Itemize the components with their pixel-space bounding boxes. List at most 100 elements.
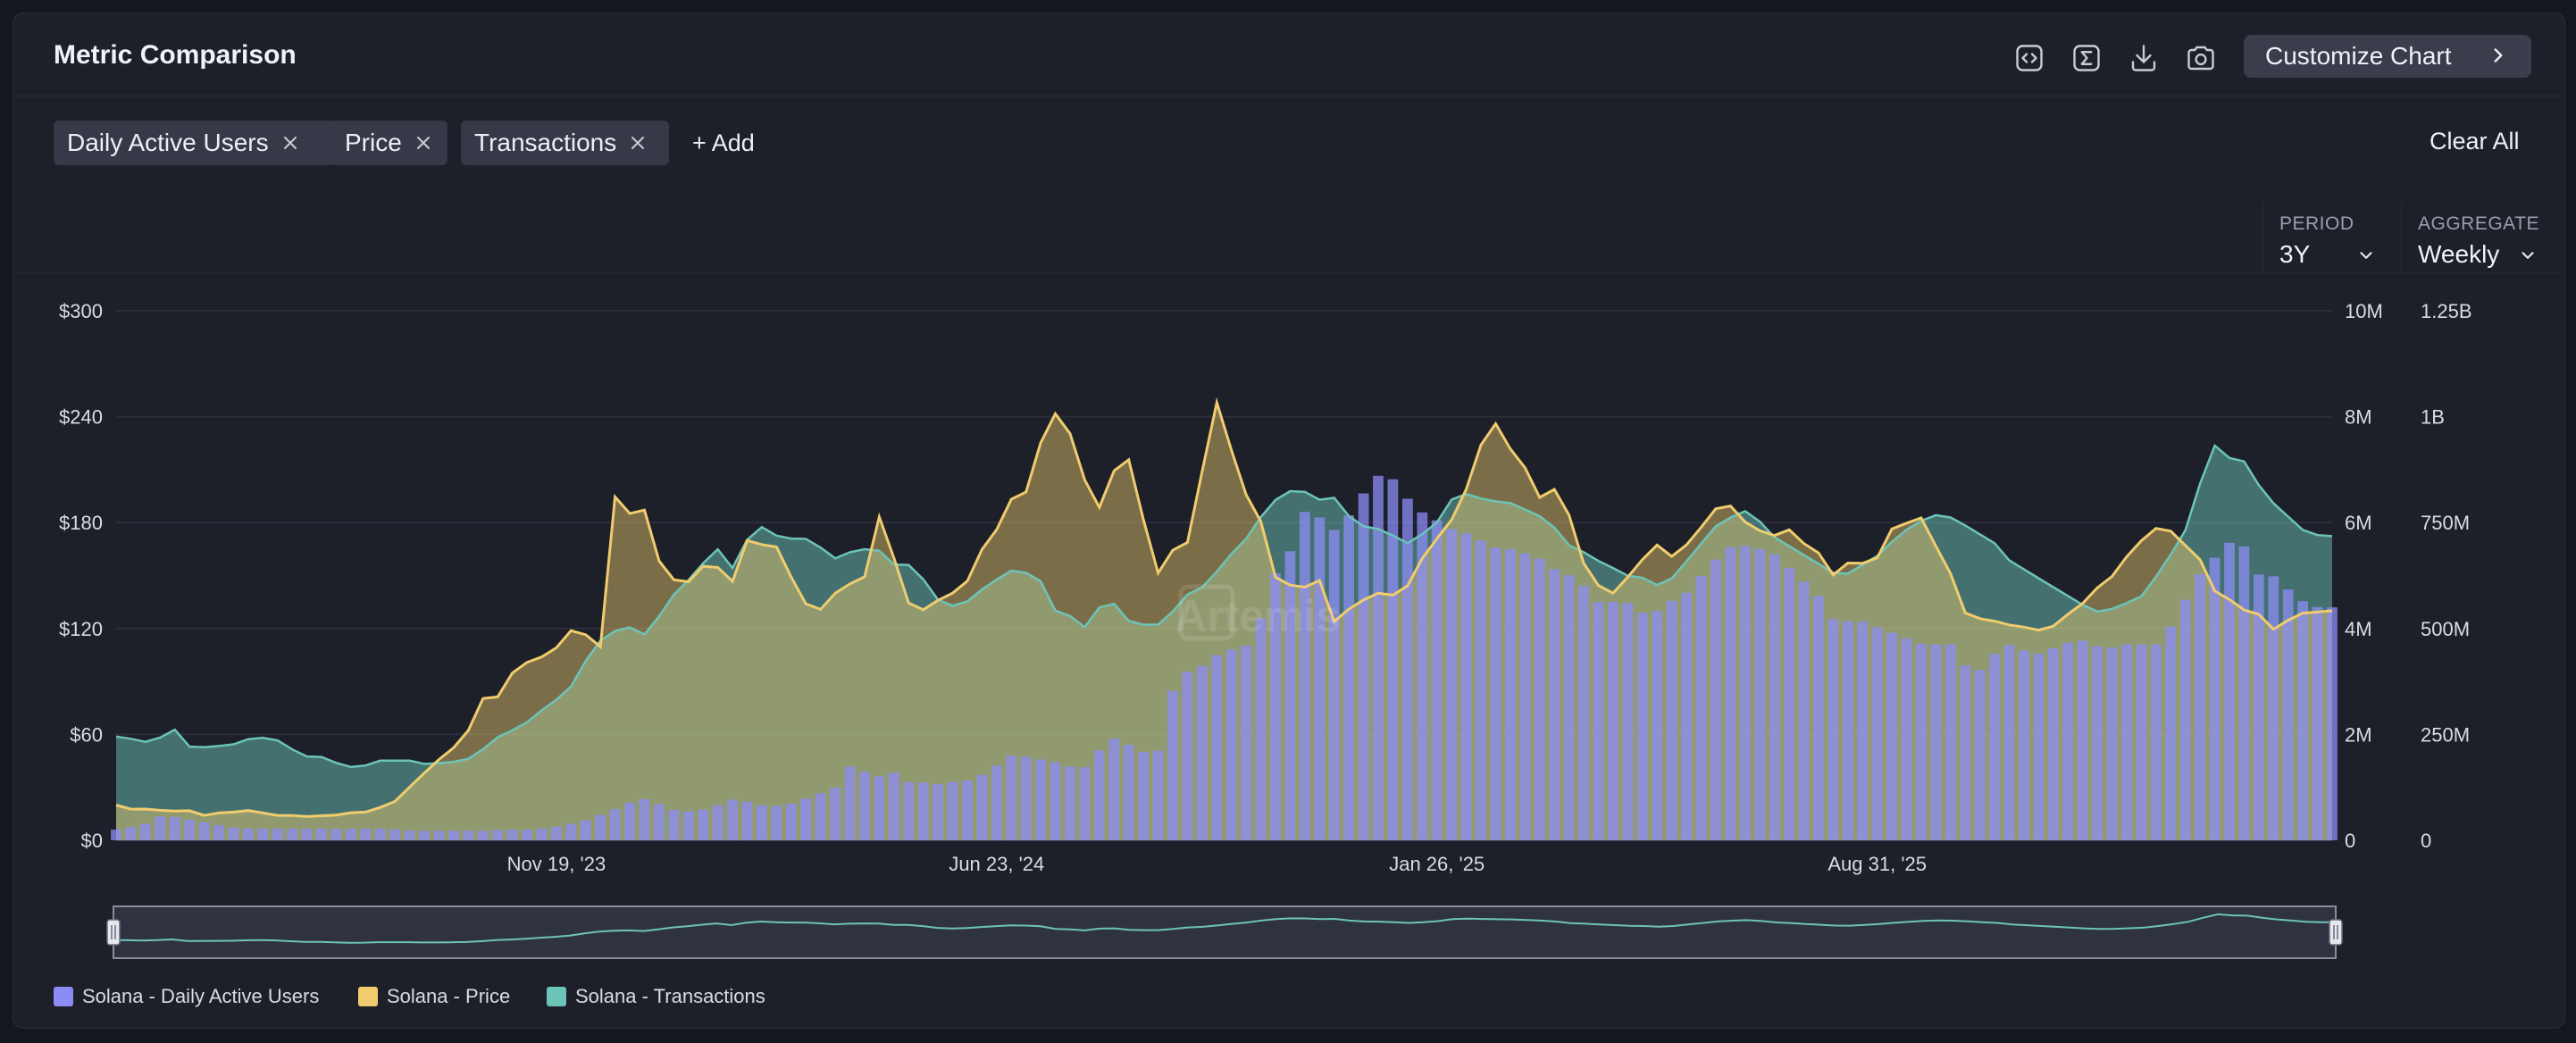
dau-bar: [682, 811, 694, 840]
legend-item-transactions[interactable]: Solana - Transactions: [547, 985, 765, 1008]
dau-bar: [1255, 618, 1267, 840]
dau-bar: [1138, 751, 1149, 840]
remove-chip-icon[interactable]: [414, 134, 432, 152]
dau-bar: [1695, 576, 1707, 840]
y-tick-label-right-secondary: 250M: [2421, 723, 2470, 746]
y-tick-label-right: 6M: [2345, 512, 2372, 534]
legend-item-price[interactable]: Solana - Price: [358, 985, 510, 1008]
dau-bar: [1020, 756, 1032, 840]
dau-bar: [1373, 475, 1384, 840]
dau-bar: [785, 804, 797, 840]
dau-bar: [595, 814, 606, 840]
dau-bar: [609, 809, 621, 840]
dau-bar: [433, 830, 445, 840]
camera-icon[interactable]: [2183, 40, 2219, 76]
chip-label: Transactions: [474, 129, 617, 156]
dau-bar: [1431, 520, 1443, 840]
dau-bar: [2106, 647, 2118, 840]
dau-bar: [419, 830, 430, 840]
dau-bar: [1901, 638, 1912, 840]
y-tick-label-left: $180: [59, 512, 103, 534]
dau-bar: [1608, 602, 1618, 840]
dau-bar: [888, 772, 899, 840]
dau-bar: [1754, 548, 1766, 840]
dau-bar: [698, 809, 709, 840]
download-icon[interactable]: [2126, 40, 2162, 76]
dau-bar: [580, 820, 591, 840]
dau-bar: [976, 774, 988, 840]
clear-all-button[interactable]: Clear All: [2430, 128, 2520, 154]
dau-bar: [859, 772, 870, 840]
y-tick-label-left: $0: [81, 830, 103, 852]
aggregate-select[interactable]: AGGREGATE Weekly: [2401, 203, 2545, 272]
legend-item-daily-active-users[interactable]: Solana - Daily Active Users: [54, 985, 319, 1008]
card-header: Metric Comparison Customize Chart: [13, 13, 2564, 96]
dau-bar: [2150, 644, 2162, 840]
dau-bar: [815, 793, 826, 840]
dau-bar: [506, 830, 518, 840]
dau-bar: [1284, 551, 1296, 840]
dau-bar: [2092, 646, 2103, 840]
dau-bar: [169, 816, 180, 840]
dau-bar: [2268, 576, 2279, 840]
dau-bar: [639, 798, 650, 840]
dau-bar: [2003, 645, 2015, 840]
navigator-line: [113, 913, 2337, 944]
dau-bar: [565, 823, 577, 840]
embed-icon[interactable]: [2011, 40, 2047, 76]
dau-bar: [727, 799, 738, 840]
dau-bar: [1989, 654, 2000, 840]
dau-bar: [1652, 611, 1663, 840]
page-title: Metric Comparison: [54, 40, 297, 70]
dau-bar: [404, 830, 415, 840]
remove-chip-icon[interactable]: [629, 134, 647, 152]
x-tick-label: Jan 26, '25: [1389, 853, 1485, 875]
chevron-down-icon: [2360, 252, 2372, 259]
dau-bar: [330, 829, 342, 840]
dau-bar: [1417, 512, 1428, 840]
dau-bar: [125, 827, 137, 840]
dau-bar: [1974, 670, 1986, 840]
dau-bar: [830, 788, 841, 840]
dau-bar: [1196, 665, 1208, 840]
legend-label: Solana - Transactions: [575, 985, 765, 1007]
period-caption: PERIOD: [2279, 213, 2354, 234]
dau-bar: [1622, 603, 1634, 840]
dau-bar: [1182, 672, 1193, 840]
toolbar-divider: [13, 272, 2564, 273]
dau-bar: [2253, 574, 2264, 840]
dau-bar: [1225, 649, 1237, 840]
dau-bar: [2209, 557, 2221, 840]
formula-icon[interactable]: [2069, 40, 2104, 76]
dau-bar: [1549, 569, 1560, 840]
aggregate-caption: AGGREGATE: [2418, 213, 2539, 234]
dau-bar: [374, 829, 386, 840]
dau-bar: [243, 829, 254, 840]
period-value: 3Y: [2279, 240, 2311, 268]
dau-bar: [771, 805, 782, 840]
y-tick-label-right: 4M: [2345, 618, 2372, 640]
dau-bar: [991, 765, 1002, 840]
dau-bar: [1123, 745, 1134, 840]
period-select[interactable]: PERIOD 3Y: [2262, 203, 2403, 272]
dau-bar: [2179, 599, 2191, 840]
dau-bar: [2165, 626, 2177, 840]
customize-chart-button[interactable]: Customize Chart: [2244, 35, 2531, 78]
dau-bar: [198, 822, 210, 840]
dau-bar: [1813, 596, 1824, 840]
dau-bar: [1710, 559, 1721, 840]
dau-bar: [1666, 600, 1677, 840]
price-line: [115, 396, 2333, 818]
dau-bar: [228, 827, 239, 840]
range-handle[interactable]: [106, 919, 121, 946]
dau-bar: [2282, 589, 2294, 840]
transactions-line: [115, 444, 2333, 769]
legend-swatch: [54, 987, 73, 1006]
add-metric-button[interactable]: + Add: [692, 129, 755, 156]
dau-bar: [1241, 646, 1251, 840]
range-handle[interactable]: [2329, 919, 2343, 946]
remove-chip-icon[interactable]: [281, 134, 299, 152]
dau-bar: [1065, 766, 1075, 840]
y-tick-label-left: $300: [59, 300, 103, 322]
x-tick-label: Aug 31, '25: [1827, 853, 1927, 875]
